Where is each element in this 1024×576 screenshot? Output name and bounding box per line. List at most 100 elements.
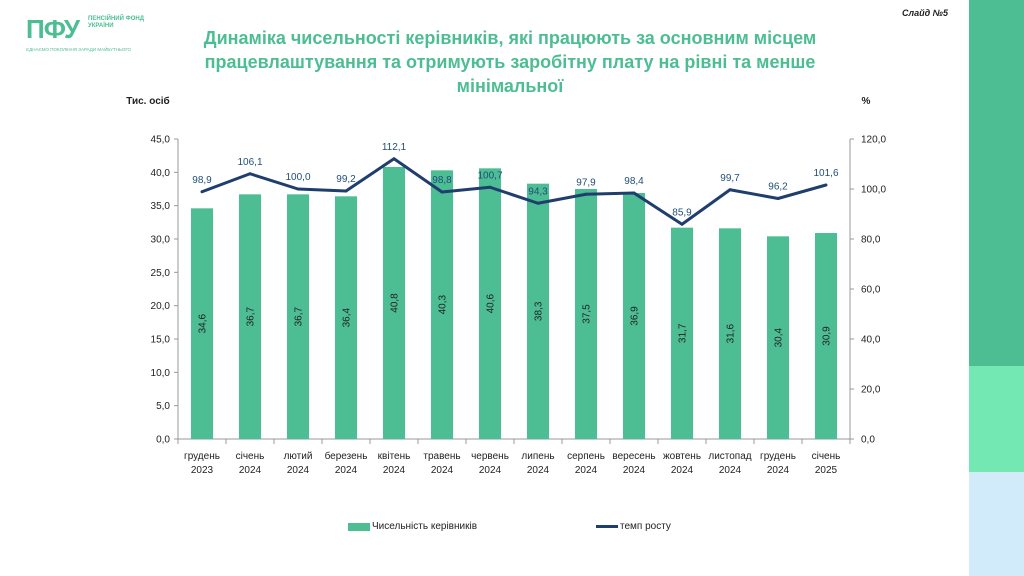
bar xyxy=(190,208,214,439)
x-tick-label-month: травень xyxy=(423,451,460,462)
bar xyxy=(334,196,358,439)
bar xyxy=(718,228,742,439)
bar-label: 37,5 xyxy=(582,304,593,324)
slide-number: Слайд №5 xyxy=(902,8,948,18)
bar-label: 40,8 xyxy=(390,293,401,313)
x-tick-label-month: грудень xyxy=(184,451,220,462)
bar-label: 40,6 xyxy=(486,293,497,313)
y-tick-right: 60,0 xyxy=(861,285,881,296)
line-point-label: 97,9 xyxy=(576,177,596,188)
line-point xyxy=(440,190,444,194)
x-tick-label-month: січень xyxy=(812,451,841,462)
line-point xyxy=(680,222,684,226)
line-point xyxy=(200,190,204,194)
title-line-1: Динаміка чисельності керівників, які пра… xyxy=(203,28,817,48)
x-tick-label-year: 2024 xyxy=(719,465,742,476)
y-tick-right: 0,0 xyxy=(861,435,875,446)
growth-line xyxy=(201,157,827,226)
y-tick-left: 20,0 xyxy=(151,301,171,312)
logo-tagline: ЄДНАЄМО ПОКОЛІННЯ ЗАРАДИ МАЙБУТНЬОГО xyxy=(26,47,132,52)
y-tick-left: 10,0 xyxy=(151,368,171,379)
line-point xyxy=(248,172,252,176)
y-axis-left-label: Тис. осіб xyxy=(126,95,170,107)
line-point-label: 112,1 xyxy=(382,142,407,153)
page-title: Динаміка чисельності керівників, які пра… xyxy=(150,26,870,98)
bar xyxy=(238,194,262,439)
x-tick-label-month: серпень xyxy=(567,451,605,462)
y-axis-right-label: % xyxy=(862,96,871,107)
line-point-label: 106,1 xyxy=(237,157,262,168)
line-point-label: 96,2 xyxy=(768,182,788,193)
line-point xyxy=(632,191,636,195)
x-tick-label-year: 2024 xyxy=(287,465,310,476)
y-tick-right: 80,0 xyxy=(861,235,881,246)
line-point xyxy=(824,183,828,187)
bar xyxy=(622,193,646,439)
title-line-2: працевлаштування та отримують заробітну … xyxy=(204,52,816,96)
y-tick-left: 15,0 xyxy=(151,335,171,346)
x-tick-label-month: жовтень xyxy=(663,451,701,462)
line-point-label: 99,2 xyxy=(336,174,356,185)
x-tick-label-year: 2024 xyxy=(479,465,502,476)
x-tick-label-year: 2024 xyxy=(623,465,646,476)
bar-label: 31,6 xyxy=(726,323,737,343)
x-tick-label-month: квітень xyxy=(378,451,411,462)
bar xyxy=(574,189,598,439)
x-tick-label-year: 2024 xyxy=(239,465,262,476)
logo-mark: ПФУ xyxy=(26,14,80,44)
bar-label: 34,6 xyxy=(198,313,209,333)
legend-swatch-bar xyxy=(348,522,370,531)
legend-label-bars: Чисельність керівників xyxy=(372,521,477,532)
x-tick-label-year: 2024 xyxy=(527,465,550,476)
bar-label: 30,9 xyxy=(822,326,833,346)
x-tick-label-month: лютий xyxy=(284,451,313,462)
y-tick-right: 40,0 xyxy=(861,335,881,346)
legend-item-bars: Чисельність керівників xyxy=(348,521,477,532)
y-tick-left: 40,0 xyxy=(151,168,171,179)
x-tick-label-year: 2024 xyxy=(575,465,598,476)
x-tick-label-month: листопад xyxy=(708,451,751,462)
line-point xyxy=(536,201,540,205)
y-tick-right: 20,0 xyxy=(861,385,881,396)
bar-label: 30,4 xyxy=(774,327,785,347)
line-point-label: 100,0 xyxy=(285,172,310,183)
decor-stripe-bottom xyxy=(969,472,1024,576)
bar-label: 31,7 xyxy=(678,323,689,343)
bar-label: 36,4 xyxy=(342,307,353,327)
line-point-label: 101,6 xyxy=(813,168,838,179)
line-point xyxy=(296,187,300,191)
x-tick-label-month: січень xyxy=(236,451,265,462)
y-tick-left: 0,0 xyxy=(156,435,170,446)
y-tick-right: 120,0 xyxy=(861,135,886,146)
bar xyxy=(670,227,694,439)
bar-label: 36,7 xyxy=(294,306,305,326)
x-tick-label-month: березень xyxy=(325,450,368,462)
line-point-label: 98,4 xyxy=(624,176,644,187)
x-tick-label-year: 2024 xyxy=(335,465,358,476)
y-tick-left: 45,0 xyxy=(151,135,171,146)
line-point-label: 85,9 xyxy=(672,207,692,218)
bar xyxy=(430,170,454,440)
legend-label-line: темп росту xyxy=(620,521,671,532)
line-point xyxy=(344,189,348,193)
decor-stripe-mid xyxy=(969,366,1024,472)
bar-label: 36,9 xyxy=(630,306,641,326)
x-tick-label-month: липень xyxy=(521,451,554,462)
x-tick-label-month: вересень xyxy=(612,451,655,462)
line-point xyxy=(584,192,588,196)
x-tick-label-year: 2024 xyxy=(431,465,454,476)
bar-label: 36,7 xyxy=(246,306,257,326)
legend-item-line: темп росту xyxy=(596,521,671,532)
bar-label: 38,3 xyxy=(534,301,545,321)
x-tick-label-month: грудень xyxy=(760,451,796,462)
y-tick-left: 35,0 xyxy=(151,201,171,212)
pfu-logo: ПФУ ПЕНСІЙНИЙ ФОНД УКРАЇНИ ЄДНАЄМО ПОКОЛ… xyxy=(26,14,146,54)
bar xyxy=(814,233,838,439)
line-point-label: 98,8 xyxy=(432,175,452,186)
line-point-label: 94,3 xyxy=(528,186,548,197)
line-point xyxy=(728,188,732,192)
x-tick-label-year: 2025 xyxy=(815,465,838,476)
y-tick-left: 5,0 xyxy=(156,401,170,412)
legend-swatch-line xyxy=(596,525,618,528)
decor-stripe-top xyxy=(969,0,1024,366)
